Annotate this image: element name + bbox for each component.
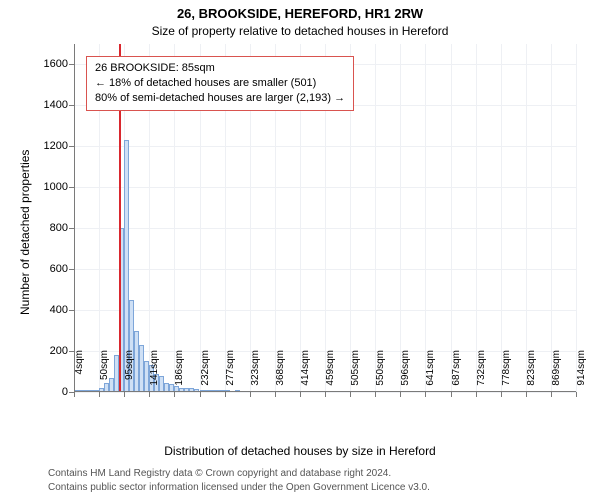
title-subtitle: Size of property relative to detached ho… — [0, 24, 600, 38]
x-tick-label: 732sqm — [476, 350, 487, 400]
x-tick-label: 277sqm — [225, 350, 236, 400]
y-tick-label: 1600 — [28, 58, 74, 70]
x-tick-label: 914sqm — [576, 350, 587, 400]
y-tick-label: 1400 — [28, 99, 74, 111]
y-tick-label: 1000 — [28, 181, 74, 193]
x-axis-label: Distribution of detached houses by size … — [0, 444, 600, 458]
x-tick-label: 323sqm — [250, 350, 261, 400]
y-tick-label: 600 — [28, 263, 74, 275]
y-tick-label: 400 — [28, 304, 74, 316]
x-tick-label: 778sqm — [501, 350, 512, 400]
annotation-line-larger: 80% of semi-detached houses are larger (… — [95, 91, 345, 106]
annotation-line-size: 26 BROOKSIDE: 85sqm — [95, 61, 345, 76]
x-tick-label: 823sqm — [526, 350, 537, 400]
x-tick-label: 4sqm — [74, 350, 85, 400]
annotation-box: 26 BROOKSIDE: 85sqm ← 18% of detached ho… — [86, 56, 354, 111]
y-tick-label: 1200 — [28, 140, 74, 152]
x-tick-label: 550sqm — [375, 350, 386, 400]
y-tick-label: 800 — [28, 222, 74, 234]
x-tick-label: 95sqm — [124, 350, 135, 400]
x-tick-label: 50sqm — [99, 350, 110, 400]
x-tick-label: 641sqm — [425, 350, 436, 400]
x-tick-label: 459sqm — [325, 350, 336, 400]
x-tick-label: 368sqm — [275, 350, 286, 400]
annotation-line-smaller: ← 18% of detached houses are smaller (50… — [95, 76, 345, 91]
y-axis-label: Number of detached properties — [18, 150, 32, 315]
footer-attribution-2: Contains public sector information licen… — [48, 482, 430, 493]
x-tick-label: 186sqm — [174, 350, 185, 400]
x-tick-label: 141sqm — [149, 350, 160, 400]
x-tick-label: 505sqm — [350, 350, 361, 400]
x-tick-label: 869sqm — [551, 350, 562, 400]
x-tick-label: 596sqm — [400, 350, 411, 400]
x-tick-label: 232sqm — [200, 350, 211, 400]
y-tick-label: 0 — [28, 386, 74, 398]
x-tick-label: 414sqm — [300, 350, 311, 400]
title-address: 26, BROOKSIDE, HEREFORD, HR1 2RW — [0, 6, 600, 21]
y-tick-label: 200 — [28, 345, 74, 357]
footer-attribution-1: Contains HM Land Registry data © Crown c… — [48, 468, 391, 479]
chart-plot-area: 02004006008001000120014001600 4sqm50sqm9… — [74, 44, 576, 392]
x-tick-label: 687sqm — [451, 350, 462, 400]
